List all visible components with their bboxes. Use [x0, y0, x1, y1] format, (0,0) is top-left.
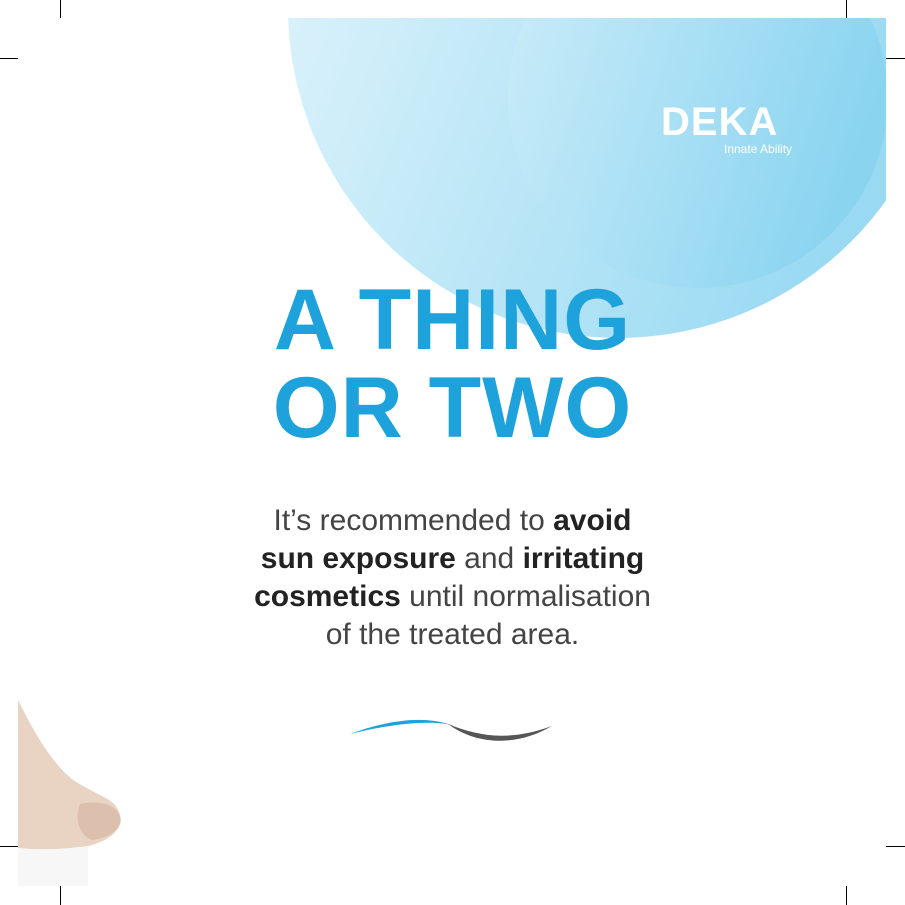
- artwork-area: DEKA Innate Ability: [18, 18, 886, 886]
- headline-line-1: A THING: [273, 272, 632, 368]
- body-text: It’s recommended to avoid sun exposure a…: [0, 502, 905, 654]
- body-text-segment: and: [455, 542, 523, 575]
- body-text-segment: It’s recommended to: [273, 504, 554, 537]
- deka-logo: DEKA Innate Ability: [661, 100, 811, 156]
- body-line-2: sun exposure and irritating: [0, 540, 905, 578]
- body-line-1: It’s recommended to avoid: [0, 502, 905, 540]
- body-emphasis: irritating: [522, 542, 645, 575]
- body-emphasis: avoid: [553, 504, 632, 537]
- background-circles: [288, 18, 886, 338]
- body-text-segment: until normalisation: [400, 580, 651, 613]
- body-line-3: cosmetics until normalisation: [0, 578, 905, 616]
- body-line-4: of the treated area.: [0, 616, 905, 654]
- foot-image: [18, 700, 121, 886]
- headline: A THING OR TWO: [0, 276, 905, 452]
- small-circle: [508, 18, 886, 288]
- body-emphasis: cosmetics: [254, 580, 401, 613]
- body-emphasis: sun exposure: [260, 542, 456, 575]
- body-text-segment: of the treated area.: [325, 618, 580, 651]
- logo-tagline: Innate Ability: [724, 142, 793, 156]
- logo-wordmark: DEKA: [661, 100, 779, 144]
- headline-line-2: OR TWO: [272, 360, 633, 456]
- wave-divider-icon: [350, 719, 552, 741]
